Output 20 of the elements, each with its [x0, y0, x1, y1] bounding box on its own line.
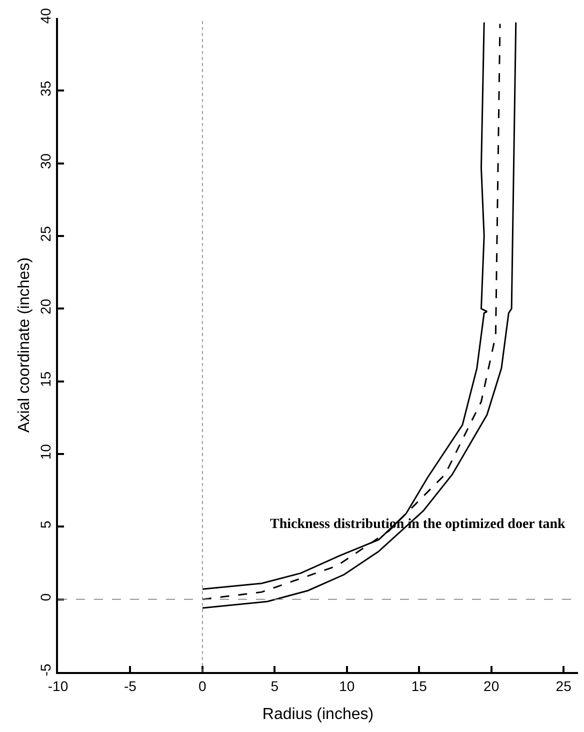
y-tick-label: 40 — [37, 8, 54, 24]
y-tick-label: 20 — [37, 298, 54, 314]
x-tick-label: 0 — [198, 678, 207, 694]
y-tick-label: 30 — [37, 153, 54, 170]
x-tick-label: 20 — [484, 678, 500, 694]
x-tick-label: -10 — [48, 678, 68, 694]
y-tick-label: 0 — [37, 593, 54, 602]
x-tick-label: 15 — [411, 678, 428, 694]
y-tick-label: 25 — [37, 226, 54, 242]
y-tick-label: -5 — [37, 663, 54, 676]
y-tick-label: 5 — [37, 520, 54, 528]
x-axis-title: Radius (inches) — [262, 706, 374, 723]
y-tick-label: 15 — [37, 371, 54, 388]
x-tick-label: 10 — [339, 678, 355, 694]
x-tick-label: 5 — [270, 678, 279, 694]
x-tick-label: -5 — [124, 678, 137, 694]
y-tick-label: 35 — [37, 80, 54, 96]
x-tick-label: 25 — [556, 678, 572, 694]
y-axis-title: Axial coordinate (inches) — [16, 257, 33, 433]
y-tick-label: 10 — [37, 444, 54, 460]
